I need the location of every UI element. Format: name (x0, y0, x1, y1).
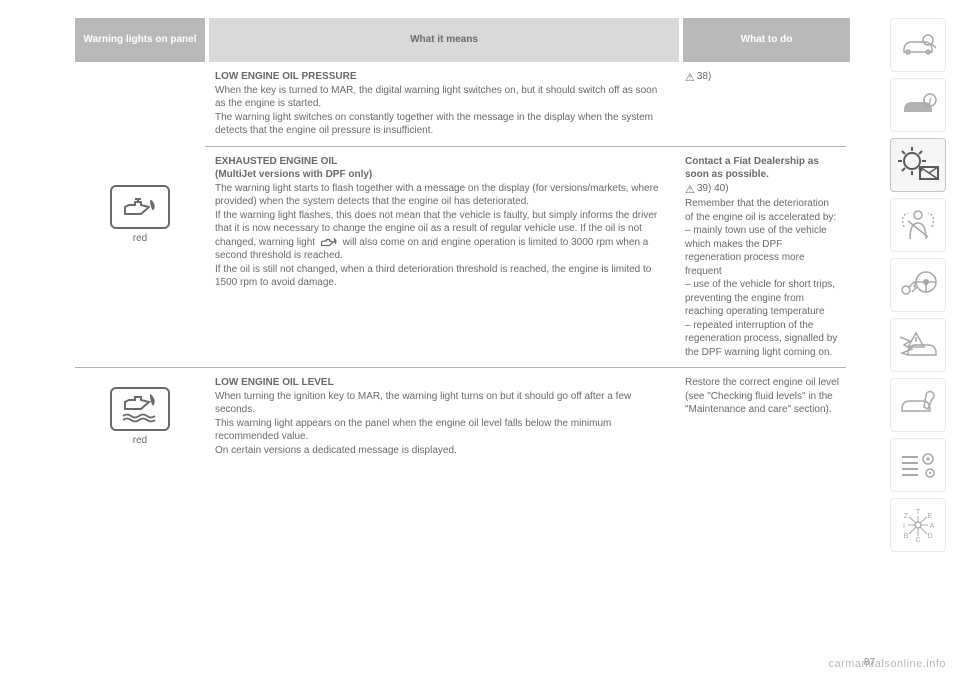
table-header: Warning lights on panel What it means Wh… (75, 18, 850, 62)
svg-text:T: T (916, 509, 921, 516)
table-row: red LOW ENGINE OIL PRESSURE When the key… (75, 62, 850, 368)
todo-cell: Restore the correct engine oil level (se… (679, 368, 846, 465)
header-panel: Warning lights on panel (75, 18, 205, 62)
oil-level-icon (110, 387, 170, 431)
sidebar-car-wrench-icon[interactable] (890, 378, 946, 432)
means-cell: LOW ENGINE OIL PRESSURE When the key is … (205, 62, 679, 146)
header-means: What it means (209, 18, 679, 62)
section-subtitle: (MultiJet versions with DPF only) (215, 169, 372, 180)
todo-cell: ⚠38) (679, 62, 846, 146)
todo-body: Remember that the deterioration of the e… (685, 198, 837, 358)
watermark: carmanualsonline.info (828, 658, 946, 670)
svg-text:E: E (928, 513, 933, 520)
section-body: When the key is turned to MAR, the digit… (215, 85, 657, 137)
todo-ref: 39) 40) (697, 183, 729, 194)
svg-text:Z: Z (904, 513, 909, 520)
oil-can-icon (110, 185, 170, 229)
todo-body: Restore the correct engine oil level (se… (685, 377, 839, 415)
sidebar-key-wheel-icon[interactable] (890, 258, 946, 312)
warning-triangle-icon: ⚠ (685, 183, 695, 198)
panel-label: red (133, 435, 147, 446)
section-title: EXHAUSTED ENGINE OIL (215, 156, 337, 167)
oil-can-inline-icon (318, 236, 340, 248)
panel-cell: red (75, 62, 205, 368)
sidebar-warning-light-icon[interactable] (890, 138, 946, 192)
sidebar-car-crash-icon[interactable] (890, 318, 946, 372)
table-row: red LOW ENGINE OIL LEVEL When turning th… (75, 368, 850, 465)
means-cell: EXHAUSTED ENGINE OIL (MultiJet versions … (205, 147, 679, 368)
section-title: LOW ENGINE OIL PRESSURE (215, 71, 357, 82)
svg-text:D: D (927, 533, 932, 540)
svg-text:C: C (915, 537, 920, 544)
sidebar-list-gear-icon[interactable] (890, 438, 946, 492)
sidebar-car-info-icon[interactable]: i (890, 78, 946, 132)
todo-title: Contact a Fiat Dealership as soon as pos… (685, 156, 819, 181)
warning-triangle-icon: ⚠ (685, 71, 695, 86)
header-todo: What to do (683, 18, 850, 62)
oil-can-svg (121, 195, 159, 219)
sidebar-seatbelt-icon[interactable] (890, 198, 946, 252)
page-content: Warning lights on panel What it means Wh… (75, 18, 850, 465)
svg-text:I: I (903, 523, 905, 530)
svg-text:B: B (904, 533, 909, 540)
section-title: LOW ENGINE OIL LEVEL (215, 377, 334, 388)
panel-label: red (133, 233, 147, 244)
todo-ref: 38) (697, 71, 711, 82)
panel-cell: red (75, 368, 205, 465)
todo-cell: Contact a Fiat Dealership as soon as pos… (679, 147, 846, 368)
svg-text:A: A (930, 523, 935, 530)
means-cell: LOW ENGINE OIL LEVEL When turning the ig… (205, 368, 679, 465)
oil-level-svg (121, 394, 159, 424)
section-sidebar: i Z EAD BI C T (890, 18, 946, 552)
section-body: When turning the ignition key to MAR, th… (215, 391, 631, 456)
sidebar-car-magnify-icon[interactable] (890, 18, 946, 72)
sidebar-gearbox-icon[interactable]: Z EAD BI C T (890, 498, 946, 552)
svg-text:i: i (929, 96, 932, 106)
